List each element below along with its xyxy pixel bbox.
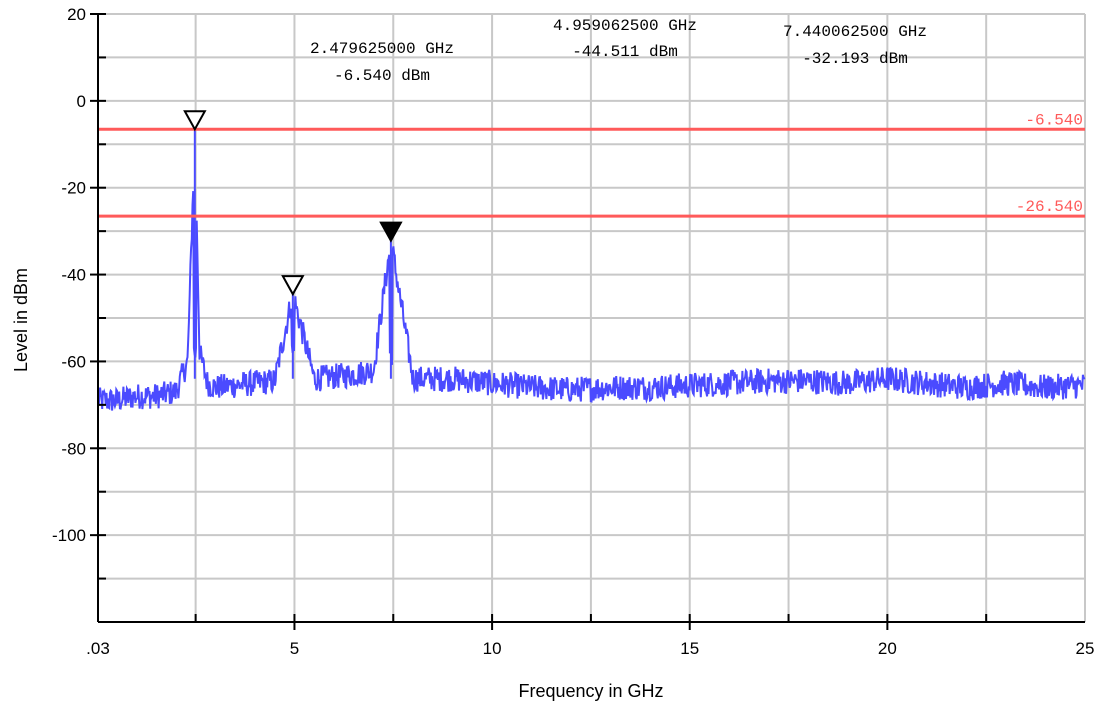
y-tick-label: 20 xyxy=(67,5,86,24)
marker-triangle xyxy=(379,221,403,243)
marker-level-label: -44.511 dBm xyxy=(572,43,678,61)
markers: 2.479625000 GHz -6.540 dBm 4.959062500 GHz… xyxy=(183,17,927,297)
y-tick-label: -100 xyxy=(52,526,86,545)
x-tick-label: 15 xyxy=(680,639,699,658)
y-tick-label: -80 xyxy=(61,439,86,458)
x-tick-label: 5 xyxy=(290,639,299,658)
marker-frequency-label: 4.959062500 GHz xyxy=(553,17,697,35)
marker-frequency-label: 2.479625000 GHz xyxy=(310,40,454,58)
x-tick-label: 10 xyxy=(483,639,502,658)
limit-line-label: -6.540 xyxy=(1025,111,1083,129)
marker-triangle xyxy=(281,275,305,297)
series-trace xyxy=(97,191,1086,411)
trace-layer xyxy=(97,129,1086,411)
x-tick-label: 20 xyxy=(878,639,897,658)
x-axis-title: Frequency in GHz xyxy=(518,681,663,701)
marker-frequency-label: 7.440062500 GHz xyxy=(783,23,927,41)
grid xyxy=(98,13,1086,622)
limit-line-label: -26.540 xyxy=(1016,198,1083,216)
y-tick-label: -20 xyxy=(61,179,86,198)
x-tick-label: .03 xyxy=(86,639,110,658)
marker-level-label: -32.193 dBm xyxy=(802,50,908,68)
y-tick-label: -60 xyxy=(61,352,86,371)
marker-level-label: -6.540 dBm xyxy=(334,67,430,85)
axes: 20 0 -20 -40 -60 -80 -100 .03 5 10 15 20 25 xyxy=(52,5,1094,658)
marker-triangle xyxy=(183,110,207,132)
y-tick-label: -40 xyxy=(61,266,86,285)
y-tick-label: 0 xyxy=(77,92,86,111)
x-tick-label: 25 xyxy=(1076,639,1095,658)
limit-lines: -6.540 -26.540 xyxy=(98,111,1085,218)
y-axis-title: Level in dBm xyxy=(11,268,31,372)
